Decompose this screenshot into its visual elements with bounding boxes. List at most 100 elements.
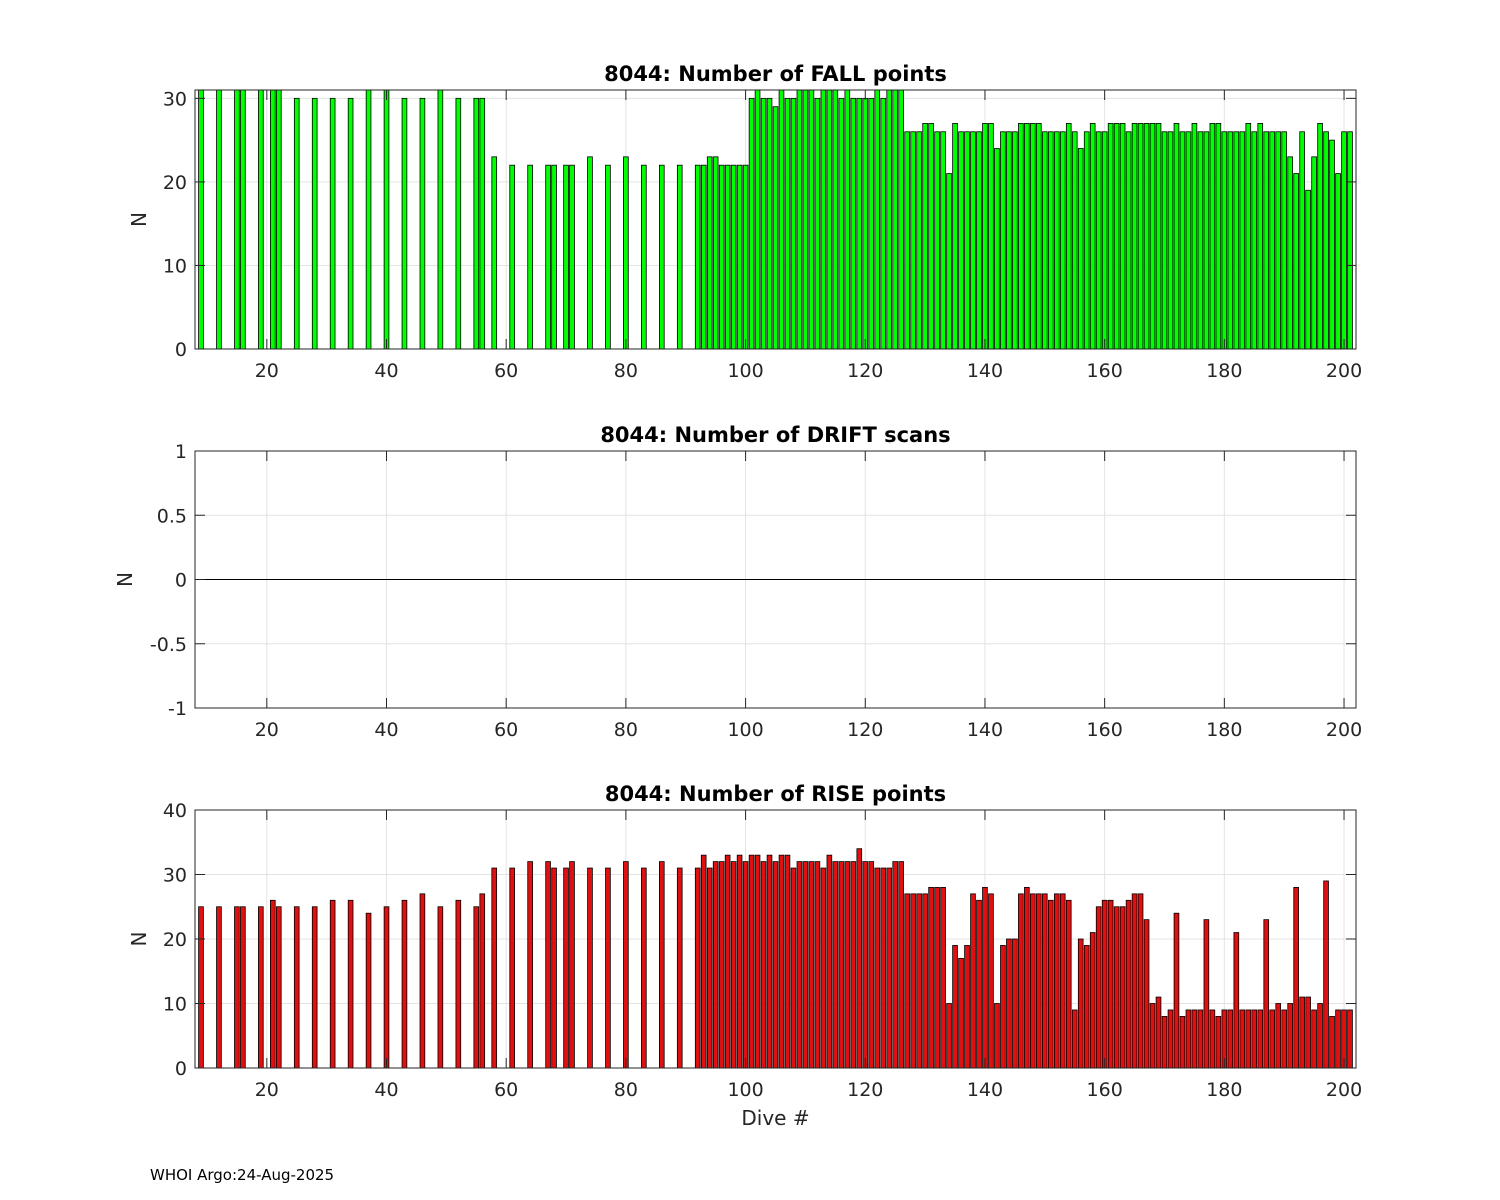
bar: [982, 887, 988, 1069]
bar: [1018, 893, 1024, 1069]
bar: [922, 893, 928, 1069]
y-tick-label: 40: [163, 800, 187, 822]
panel-3: 20 40 60 80 100 120 140 160 180 200 0 10 20 30 40 8044:…: [127, 782, 1362, 1130]
bar: [934, 887, 940, 1069]
bar: [1024, 887, 1030, 1069]
bars: [198, 848, 1353, 1069]
bar: [760, 97, 767, 350]
bar: [1281, 131, 1287, 350]
bar: [1317, 1003, 1323, 1069]
x-tick-label: 60: [494, 1079, 518, 1101]
bar: [856, 848, 863, 1069]
bar: [491, 156, 498, 350]
bar: [1036, 123, 1042, 350]
bar: [1143, 123, 1150, 350]
bar: [1191, 123, 1198, 350]
bar: [1095, 131, 1102, 350]
bar: [275, 89, 282, 350]
bar: [1233, 932, 1240, 1069]
bar: [1012, 131, 1018, 350]
bar: [198, 89, 204, 350]
x-tick-label: 200: [1326, 719, 1362, 741]
y-tick-label: -1: [168, 698, 187, 720]
bar: [1275, 131, 1282, 350]
x-tick-label: 120: [847, 1079, 883, 1101]
bar: [563, 867, 569, 1069]
bar: [898, 89, 904, 350]
bar: [1191, 1009, 1198, 1069]
y-tick-label: 1: [175, 441, 187, 463]
bar: [1101, 899, 1108, 1069]
x-tick-label: 140: [967, 719, 1003, 741]
bar: [1257, 123, 1264, 350]
bar: [946, 173, 952, 350]
bar: [419, 97, 426, 350]
bar: [509, 867, 515, 1069]
bar: [1119, 906, 1126, 1069]
bar: [862, 861, 869, 1069]
bar: [1257, 1009, 1264, 1069]
bar: [1059, 893, 1066, 1069]
y-tick-label: -0.5: [150, 634, 187, 656]
bar: [437, 89, 444, 350]
bar: [904, 131, 910, 350]
bar: [1149, 123, 1156, 350]
bar: [1299, 996, 1305, 1069]
bar: [766, 854, 773, 1069]
bar: [473, 97, 480, 350]
bar: [401, 899, 408, 1069]
bar: [958, 131, 964, 350]
bar: [1209, 1009, 1216, 1069]
bar: [1131, 123, 1138, 350]
bar: [1024, 123, 1030, 350]
bar: [1347, 1009, 1353, 1069]
bar: [258, 89, 264, 350]
bar: [976, 899, 982, 1069]
bar: [1042, 131, 1048, 350]
axes-box: [194, 89, 1357, 350]
y-tick-label: 0: [175, 339, 187, 361]
bar: [940, 131, 946, 350]
bar: [270, 899, 276, 1069]
y-axis-label: N: [113, 572, 137, 587]
bar: [1287, 156, 1293, 350]
bar: [850, 861, 857, 1069]
bar: [527, 861, 533, 1069]
bar: [772, 106, 779, 350]
bar: [569, 164, 575, 350]
x-tick-label: 200: [1326, 360, 1362, 382]
bar: [1071, 131, 1078, 350]
bar: [473, 906, 480, 1069]
bar: [928, 887, 934, 1069]
x-tick-label: 40: [374, 1079, 398, 1101]
bar: [347, 97, 354, 350]
x-tick-label: 20: [255, 719, 279, 741]
bar: [724, 164, 731, 350]
bar: [994, 148, 1000, 350]
bar: [1053, 131, 1060, 350]
bar: [952, 123, 958, 350]
bar: [1006, 938, 1012, 1069]
x-tick-label: 180: [1206, 719, 1242, 741]
bar: [958, 957, 964, 1069]
bar: [694, 164, 701, 350]
bar: [1245, 123, 1252, 350]
bar: [1083, 945, 1090, 1069]
bar: [1047, 899, 1054, 1069]
bar: [1311, 1009, 1317, 1069]
bar: [1125, 899, 1132, 1069]
bar: [826, 854, 833, 1069]
bar: [1197, 131, 1204, 350]
bar: [605, 164, 611, 350]
bar: [916, 131, 922, 350]
bar: [1245, 1009, 1252, 1069]
bar: [311, 97, 318, 350]
bar: [742, 861, 749, 1069]
bar: [1311, 156, 1317, 350]
chart-title: 8044: Number of FALL points: [604, 62, 947, 86]
bar: [826, 89, 833, 350]
bar: [700, 164, 707, 350]
bar: [401, 97, 408, 350]
bar: [988, 893, 994, 1069]
bar: [479, 893, 486, 1069]
